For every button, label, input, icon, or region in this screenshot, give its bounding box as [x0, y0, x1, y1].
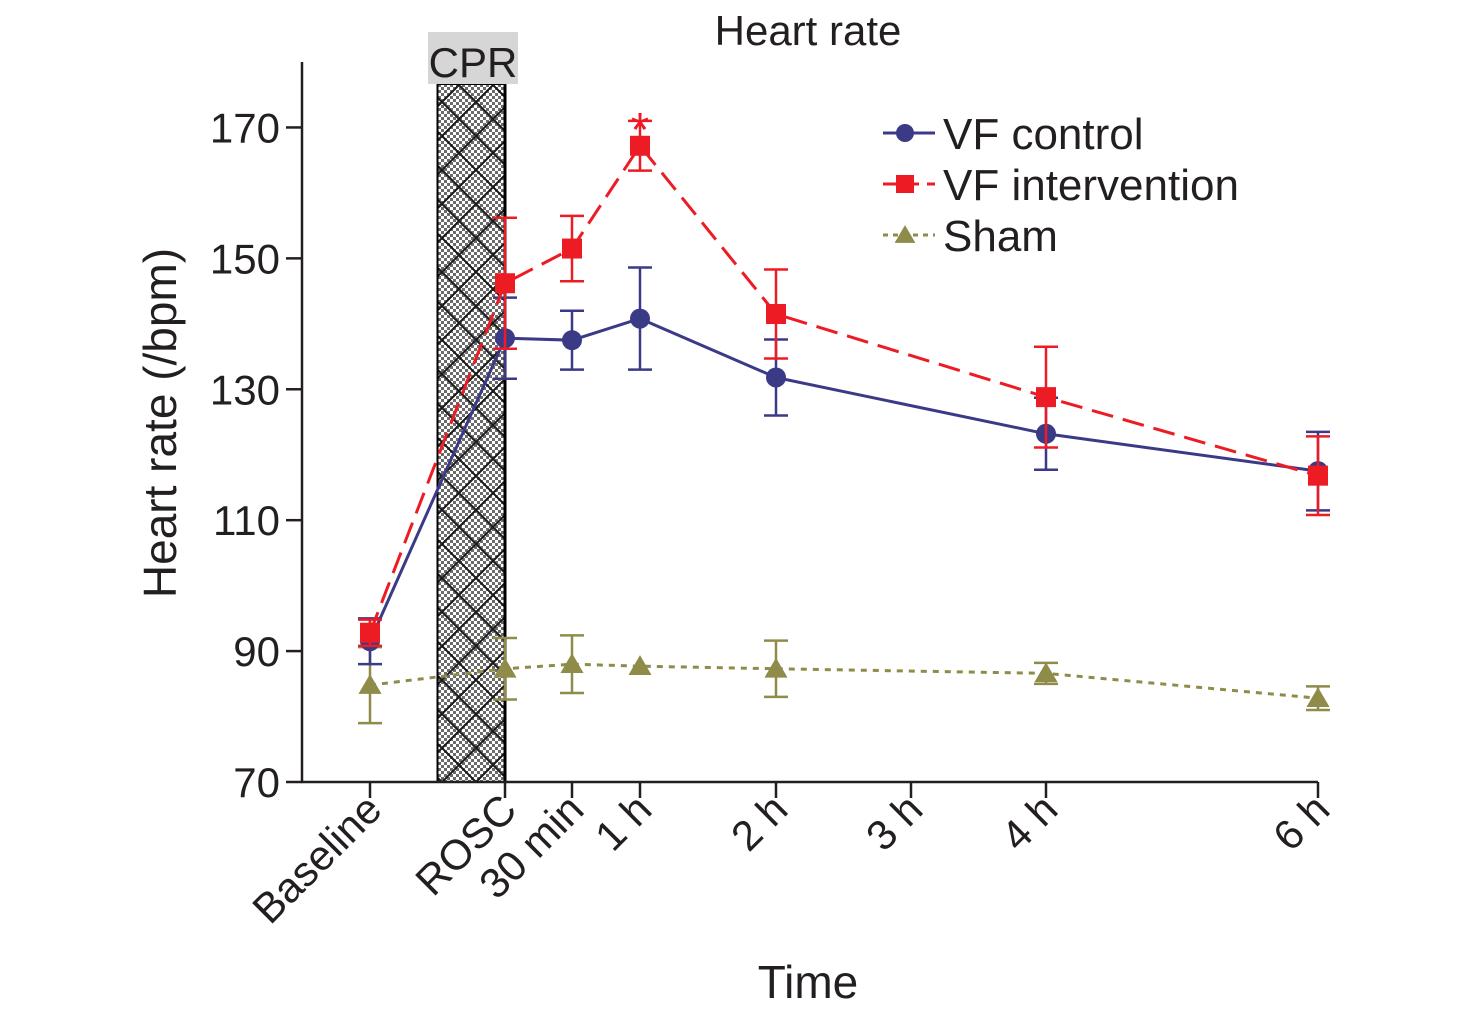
data-point [1034, 662, 1058, 683]
y-tick-label: 150 [210, 235, 280, 282]
series-vf-intervention [358, 119, 1330, 648]
x-tick-label: 1 h [586, 785, 661, 860]
significance-marker: * [631, 104, 650, 157]
annotation-layer: * [631, 104, 650, 157]
cpr-label-bg [428, 32, 518, 84]
legend-label: VF intervention [943, 161, 1239, 210]
legend-label: VF control [943, 110, 1144, 159]
series-line [368, 316, 1319, 642]
legend-marker [896, 124, 914, 142]
x-tick-label: 4 h [992, 785, 1067, 860]
y-tick-label: 70 [233, 759, 280, 806]
data-point [562, 238, 582, 259]
data-point [630, 135, 650, 156]
data-point [630, 308, 650, 329]
chart-title: Heart rate [715, 7, 902, 54]
legend-item: Sham [883, 212, 1058, 261]
data-point [764, 657, 788, 678]
x-axis-label: Time [758, 956, 859, 1008]
legend-marker [896, 175, 914, 193]
legend-item: VF intervention [883, 161, 1239, 210]
data-point [360, 622, 380, 643]
data-point [562, 330, 582, 351]
data-point [766, 367, 786, 388]
cpr-band-layer: CPR [428, 32, 518, 783]
legend-marker [894, 225, 916, 243]
cpr-label: CPR [429, 39, 518, 86]
y-tick-label: 90 [233, 628, 280, 675]
data-point [628, 655, 652, 675]
y-tick-label: 110 [213, 497, 280, 544]
data-point [358, 674, 382, 694]
y-tick-label: 130 [210, 366, 280, 413]
data-point [1306, 687, 1330, 708]
data-point [766, 304, 786, 324]
x-tick-label: Baseline [243, 785, 390, 932]
y-tick-label: 170 [210, 104, 280, 151]
cpr-band-hatch [436, 83, 506, 783]
x-tick-label: 3 h [857, 785, 932, 860]
series-line [369, 662, 1319, 700]
legend-label: Sham [943, 212, 1058, 261]
data-point [1308, 465, 1328, 486]
data-point [1036, 387, 1056, 408]
y-axis-label: Heart rate (/bpm) [134, 248, 186, 598]
legend-item: VF control [883, 110, 1144, 159]
data-point [493, 657, 517, 678]
x-tick-label: 2 h [722, 785, 797, 860]
data-point [560, 653, 584, 673]
data-point [495, 273, 515, 294]
x-tick-label: 6 h [1264, 785, 1339, 860]
series-layer [358, 119, 1330, 725]
